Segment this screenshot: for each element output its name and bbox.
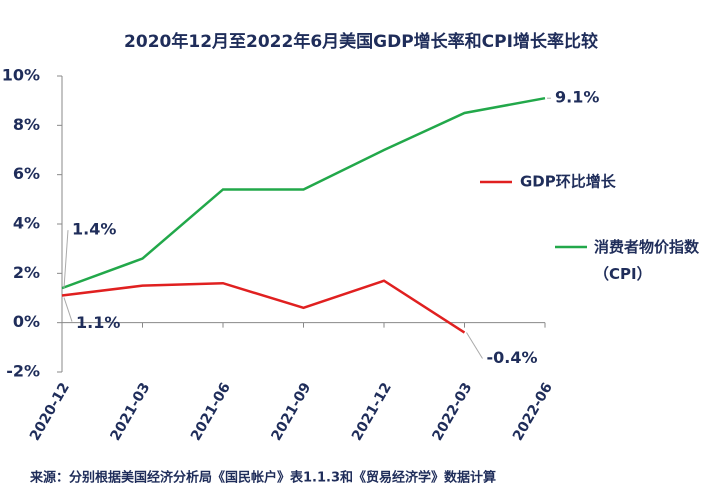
y-tick-label: -2%: [6, 362, 40, 381]
leader-line: [63, 297, 73, 322]
data-label: 9.1%: [555, 88, 599, 107]
x-tick-label: 2021-03: [107, 380, 153, 444]
x-tick-label: 2022-03: [429, 380, 475, 444]
x-tick-label: 2022-06: [510, 380, 556, 444]
legend-label: GDP环比增长: [520, 173, 617, 191]
y-tick-label: 4%: [13, 214, 40, 233]
legend-label: 消费者物价指数（CPI）: [594, 238, 700, 283]
source-note: 来源：分别根据美国经济分析局《国民帐户》表1.1.3和《贸易经济学》数据计算: [29, 470, 496, 486]
data-label: 1.1%: [76, 313, 120, 332]
y-tick-label: 10%: [2, 66, 40, 85]
x-tick-label: 2021-12: [349, 380, 395, 444]
y-tick-label: 2%: [13, 263, 40, 282]
y-tick-label: 0%: [13, 312, 40, 331]
series-line: [61, 279, 466, 334]
leader-line: [466, 332, 483, 359]
data-label: -0.4%: [487, 348, 538, 367]
chart-title: 2020年12月至2022年6月美国GDP增长率和CPI增长率比较: [124, 31, 598, 52]
x-tick-label: 2021-06: [188, 380, 234, 444]
leader-line: [63, 230, 69, 289]
y-tick-label: 8%: [13, 115, 40, 134]
data-label: 1.4%: [72, 220, 116, 239]
y-tick-label: 6%: [13, 164, 40, 183]
x-tick-label: 2021-09: [268, 380, 314, 444]
x-tick-label: 2020-12: [27, 380, 73, 444]
series-line: [61, 96, 546, 290]
